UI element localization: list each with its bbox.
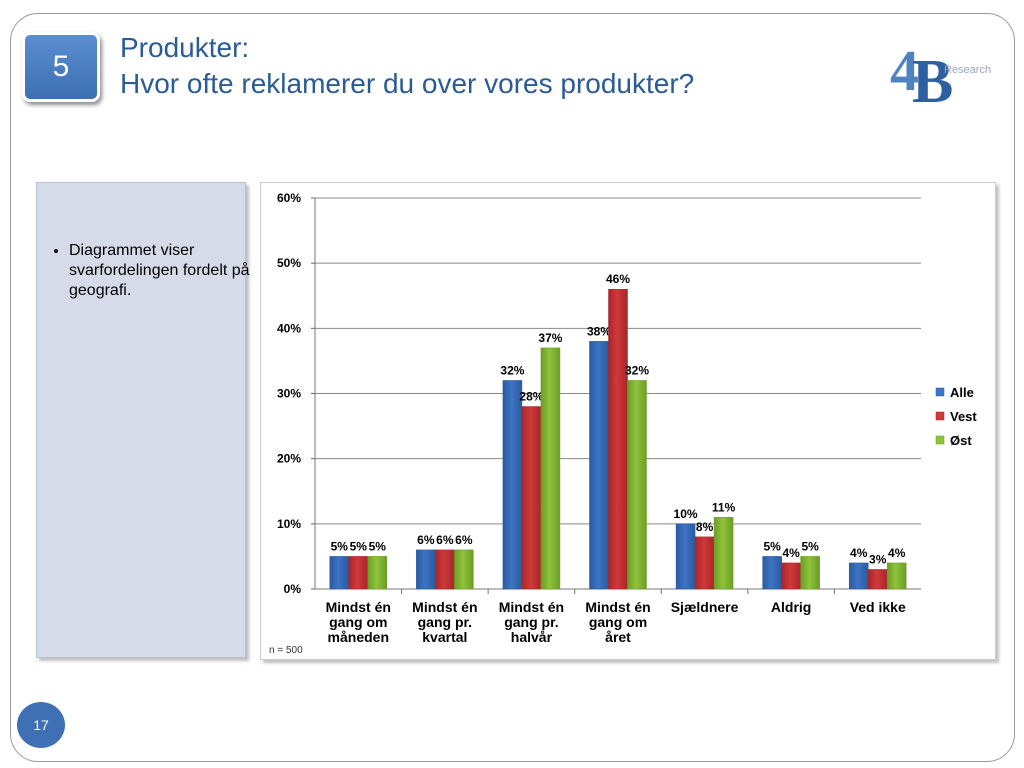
category-label: Mindst én <box>326 599 391 615</box>
y-tick-label: 60% <box>277 191 301 205</box>
bar-alle <box>416 549 436 590</box>
category-label: gang pr. <box>504 614 558 630</box>
note-panel: Diagrammet viser svarfordelingen fordelt… <box>36 182 250 658</box>
data-label: 32% <box>500 363 524 377</box>
svg-text:4: 4 <box>890 38 919 103</box>
page-number: 17 <box>17 702 65 748</box>
data-label: 5% <box>763 539 781 553</box>
page-title: Produkter: Hvor ofte reklamerer du over … <box>120 30 694 102</box>
bar-chart: 0%10%20%30%40%50%60%5% 5% 5%Mindst éngang … <box>269 191 977 656</box>
bar-øst <box>713 517 734 590</box>
y-tick-label: 40% <box>277 321 301 335</box>
bar-øst <box>627 380 647 590</box>
data-label: 5% <box>331 539 349 553</box>
data-label: 4% <box>888 546 906 560</box>
4b-logo: 4 B <box>890 38 953 110</box>
legend-swatch <box>935 411 945 421</box>
category-label: kvartal <box>422 629 467 645</box>
sample-size-note: n = 500 <box>269 645 303 656</box>
data-label: 37% <box>538 331 562 345</box>
bar-vest <box>781 562 801 590</box>
slide-number-box: 5 <box>22 32 100 102</box>
bar-øst <box>800 556 820 590</box>
category-label: Ved ikke <box>850 599 906 615</box>
y-tick-label: 20% <box>277 452 301 466</box>
category-label: Sjældnere <box>671 599 739 615</box>
bar-vest <box>608 288 628 590</box>
bar-alle <box>848 562 869 590</box>
legend-label: Øst <box>950 433 972 448</box>
legend-label: Vest <box>950 409 977 424</box>
category-label: gang pr. <box>418 614 472 630</box>
bar-alle <box>675 523 696 590</box>
y-tick-label: 10% <box>277 517 301 531</box>
bar-vest <box>435 549 455 590</box>
data-label: 3% <box>869 552 887 566</box>
y-tick-label: 30% <box>277 387 301 401</box>
category-label: året <box>605 629 631 645</box>
y-tick-label: 0% <box>284 582 302 596</box>
data-label: 6% <box>417 533 435 547</box>
legend-label: Alle <box>950 385 974 400</box>
data-label: 38% <box>587 324 611 338</box>
data-label: 6% <box>455 533 473 547</box>
bar-øst <box>540 347 561 590</box>
y-tick-label: 50% <box>277 256 301 270</box>
category-label: måneden <box>328 629 389 645</box>
data-label: 5% <box>369 539 387 553</box>
title-line-2: Hvor ofte reklamerer du over vores produ… <box>120 68 695 99</box>
data-label: 5% <box>801 539 819 553</box>
data-label: 8% <box>696 520 714 534</box>
data-label: 5% <box>350 539 368 553</box>
bar-alle <box>762 556 782 590</box>
category-label: halvår <box>511 629 553 645</box>
category-label: gang om <box>329 614 387 630</box>
legend-swatch <box>935 435 945 445</box>
bar-vest <box>348 556 369 590</box>
legend-swatch <box>935 387 945 397</box>
data-label: 10% <box>674 507 698 521</box>
bar-øst <box>886 562 907 590</box>
bar-alle <box>329 556 350 590</box>
bar-vest <box>867 569 888 590</box>
logo-research-text: Research <box>944 64 992 76</box>
category-label: Mindst én <box>412 599 477 615</box>
bullet-text: Diagrammet viser svarfordelingen fordelt… <box>69 241 259 301</box>
category-label: Mindst én <box>499 599 564 615</box>
category-label: Mindst én <box>585 599 650 615</box>
chart-panel: 0% 10% 20% 30% 40% 50% 60% 5% 5% 5% Mindst én gang … <box>260 182 996 660</box>
data-label: 4% <box>850 546 868 560</box>
data-label: 28% <box>519 390 543 404</box>
data-label: 11% <box>712 500 736 514</box>
title-line-1: Produkter: <box>120 32 250 63</box>
data-label: 32% <box>625 363 649 377</box>
bar-alle <box>589 341 609 590</box>
data-label: 46% <box>606 272 630 286</box>
category-label: gang om <box>589 614 647 630</box>
bar-øst <box>367 556 388 590</box>
svg-text:B: B <box>912 48 953 110</box>
category-label: Aldrig <box>771 599 811 615</box>
bar-alle <box>502 380 523 590</box>
data-label: 4% <box>782 546 800 560</box>
bar-øst <box>454 549 474 590</box>
data-label: 6% <box>436 533 454 547</box>
bar-vest <box>521 406 542 590</box>
bar-vest <box>694 536 715 590</box>
